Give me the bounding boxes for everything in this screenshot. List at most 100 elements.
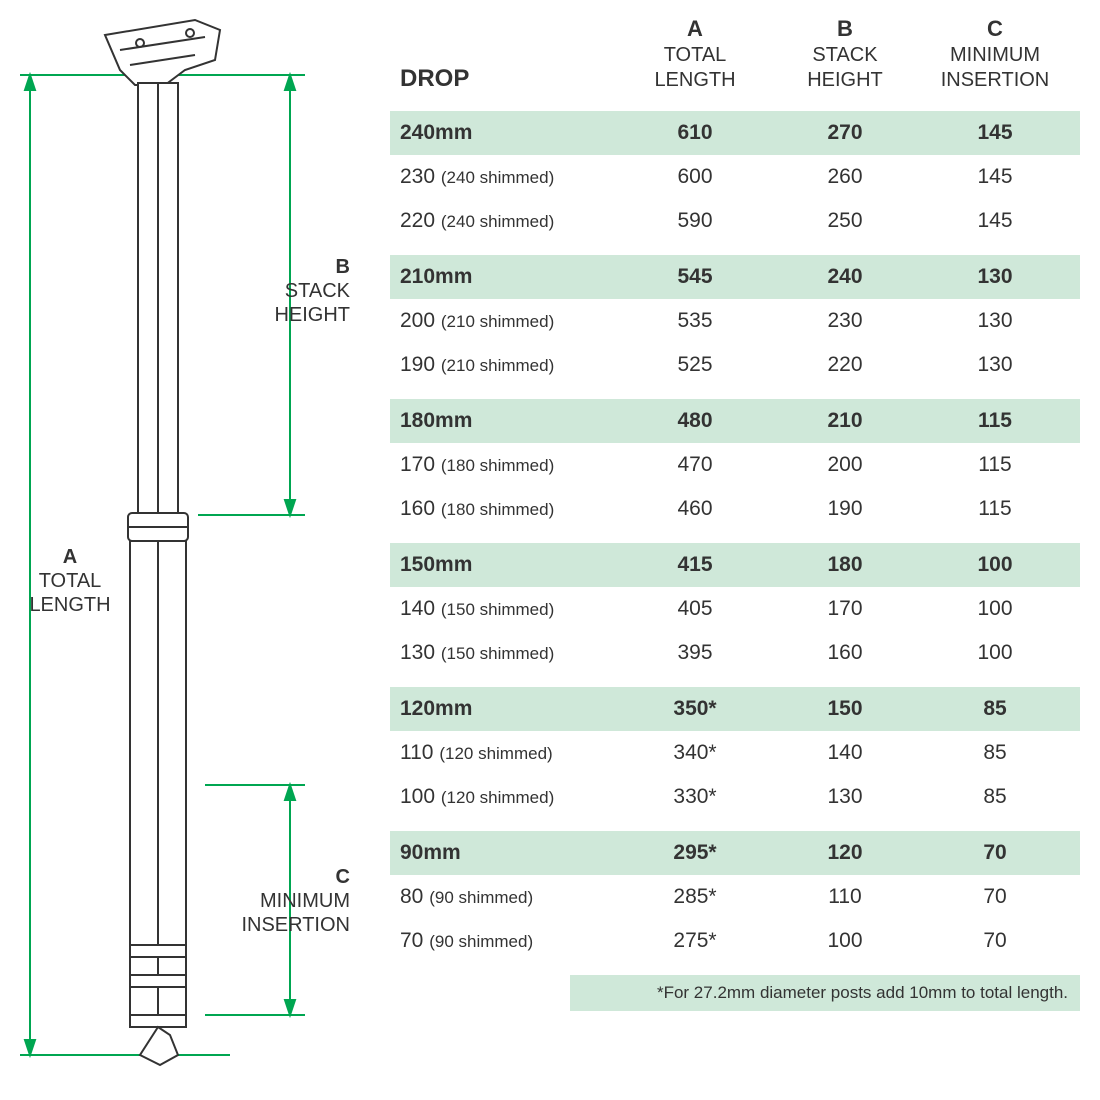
table-row: 220 (240 shimmed)590250145 bbox=[390, 199, 1080, 243]
table-row: 140 (150 shimmed)405170100 bbox=[390, 587, 1080, 631]
cell-c: 145 bbox=[920, 209, 1070, 233]
table-row: 190 (210 shimmed)525220130 bbox=[390, 343, 1080, 387]
cell-drop: 160 (180 shimmed) bbox=[400, 497, 620, 521]
cell-a: 395 bbox=[620, 641, 770, 665]
cell-a: 460 bbox=[620, 497, 770, 521]
cell-shim: (90 shimmed) bbox=[429, 888, 533, 907]
label-c-letter: C bbox=[336, 866, 350, 888]
cell-c: 70 bbox=[920, 885, 1070, 909]
table-group: 240mm610270145230 (240 shimmed)600260145… bbox=[390, 111, 1080, 243]
cell-b: 270 bbox=[770, 121, 920, 145]
table-row: 210mm545240130 bbox=[390, 255, 1080, 299]
label-a-letter: A bbox=[63, 546, 77, 568]
cell-b: 130 bbox=[770, 785, 920, 809]
cell-b: 220 bbox=[770, 353, 920, 377]
cell-drop: 170 (180 shimmed) bbox=[400, 453, 620, 477]
cell-drop: 190 (210 shimmed) bbox=[400, 353, 620, 377]
table-row: 70 (90 shimmed)275*10070 bbox=[390, 919, 1080, 963]
cell-drop: 130 (150 shimmed) bbox=[400, 641, 620, 665]
cell-a: 610 bbox=[620, 121, 770, 145]
cell-b: 210 bbox=[770, 409, 920, 433]
cell-a: 600 bbox=[620, 165, 770, 189]
cell-a: 590 bbox=[620, 209, 770, 233]
cell-shim: (210 shimmed) bbox=[441, 356, 554, 375]
cell-a: 545 bbox=[620, 265, 770, 289]
cell-c: 130 bbox=[920, 309, 1070, 333]
cell-b: 190 bbox=[770, 497, 920, 521]
cell-b: 120 bbox=[770, 841, 920, 865]
cell-drop: 180mm bbox=[400, 409, 620, 433]
footnote: *For 27.2mm diameter posts add 10mm to t… bbox=[570, 975, 1080, 1011]
cell-shim: (240 shimmed) bbox=[441, 168, 554, 187]
table-row: 170 (180 shimmed)470200115 bbox=[390, 443, 1080, 487]
cell-c: 85 bbox=[920, 741, 1070, 765]
cell-shim: (180 shimmed) bbox=[441, 456, 554, 475]
cell-a: 275* bbox=[620, 929, 770, 953]
cell-shim: (120 shimmed) bbox=[441, 788, 554, 807]
cell-b: 150 bbox=[770, 697, 920, 721]
cell-drop: 220 (240 shimmed) bbox=[400, 209, 620, 233]
cell-c: 85 bbox=[920, 697, 1070, 721]
table-row: 120mm350*15085 bbox=[390, 687, 1080, 731]
cell-drop: 140 (150 shimmed) bbox=[400, 597, 620, 621]
cell-c: 145 bbox=[920, 121, 1070, 145]
label-c: C MINIMUM INSERTION bbox=[210, 865, 350, 937]
table-row: 200 (210 shimmed)535230130 bbox=[390, 299, 1080, 343]
cell-c: 115 bbox=[920, 497, 1070, 521]
cell-c: 85 bbox=[920, 785, 1070, 809]
cell-b: 140 bbox=[770, 741, 920, 765]
cell-drop: 80 (90 shimmed) bbox=[400, 885, 620, 909]
cell-a: 415 bbox=[620, 553, 770, 577]
table-row: 100 (120 shimmed)330*13085 bbox=[390, 775, 1080, 819]
cell-c: 115 bbox=[920, 453, 1070, 477]
cell-b: 170 bbox=[770, 597, 920, 621]
header-drop: DROP bbox=[400, 65, 620, 93]
table-row: 160 (180 shimmed)460190115 bbox=[390, 487, 1080, 531]
cell-drop: 70 (90 shimmed) bbox=[400, 929, 620, 953]
table-row: 110 (120 shimmed)340*14085 bbox=[390, 731, 1080, 775]
header-b: B STACK HEIGHT bbox=[770, 15, 920, 93]
cell-b: 260 bbox=[770, 165, 920, 189]
cell-shim: (210 shimmed) bbox=[441, 312, 554, 331]
cell-b: 230 bbox=[770, 309, 920, 333]
cell-a: 470 bbox=[620, 453, 770, 477]
cell-c: 145 bbox=[920, 165, 1070, 189]
cell-shim: (180 shimmed) bbox=[441, 500, 554, 519]
table-group: 90mm295*1207080 (90 shimmed)285*1107070 … bbox=[390, 831, 1080, 963]
cell-drop: 200 (210 shimmed) bbox=[400, 309, 620, 333]
cell-drop: 240mm bbox=[400, 121, 620, 145]
table-row: 240mm610270145 bbox=[390, 111, 1080, 155]
cell-b: 250 bbox=[770, 209, 920, 233]
cell-drop: 100 (120 shimmed) bbox=[400, 785, 620, 809]
cell-b: 200 bbox=[770, 453, 920, 477]
cell-b: 240 bbox=[770, 265, 920, 289]
table-row: 150mm415180100 bbox=[390, 543, 1080, 587]
cell-shim: (240 shimmed) bbox=[441, 212, 554, 231]
cell-c: 100 bbox=[920, 641, 1070, 665]
cell-a: 340* bbox=[620, 741, 770, 765]
spec-table: DROP A TOTAL LENGTH B STACK HEIGHT C MIN… bbox=[350, 15, 1090, 1085]
cell-a: 480 bbox=[620, 409, 770, 433]
label-a: A TOTAL LENGTH bbox=[20, 545, 120, 617]
cell-c: 115 bbox=[920, 409, 1070, 433]
label-b-text: STACK HEIGHT bbox=[274, 280, 350, 326]
table-row: 230 (240 shimmed)600260145 bbox=[390, 155, 1080, 199]
cell-shim: (150 shimmed) bbox=[441, 644, 554, 663]
table-row: 80 (90 shimmed)285*11070 bbox=[390, 875, 1080, 919]
cell-drop: 150mm bbox=[400, 553, 620, 577]
cell-a: 525 bbox=[620, 353, 770, 377]
table-row: 130 (150 shimmed)395160100 bbox=[390, 631, 1080, 675]
cell-a: 405 bbox=[620, 597, 770, 621]
cell-b: 180 bbox=[770, 553, 920, 577]
cell-c: 70 bbox=[920, 841, 1070, 865]
table-row: 90mm295*12070 bbox=[390, 831, 1080, 875]
table-header: DROP A TOTAL LENGTH B STACK HEIGHT C MIN… bbox=[390, 15, 1080, 111]
header-a: A TOTAL LENGTH bbox=[620, 15, 770, 93]
diagram-column: A TOTAL LENGTH B STACK HEIGHT C MINIMUM … bbox=[10, 15, 350, 1085]
cell-a: 350* bbox=[620, 697, 770, 721]
cell-shim: (120 shimmed) bbox=[439, 744, 552, 763]
label-b-letter: B bbox=[336, 256, 350, 278]
cell-a: 535 bbox=[620, 309, 770, 333]
cell-drop: 90mm bbox=[400, 841, 620, 865]
table-group: 210mm545240130200 (210 shimmed)535230130… bbox=[390, 255, 1080, 387]
